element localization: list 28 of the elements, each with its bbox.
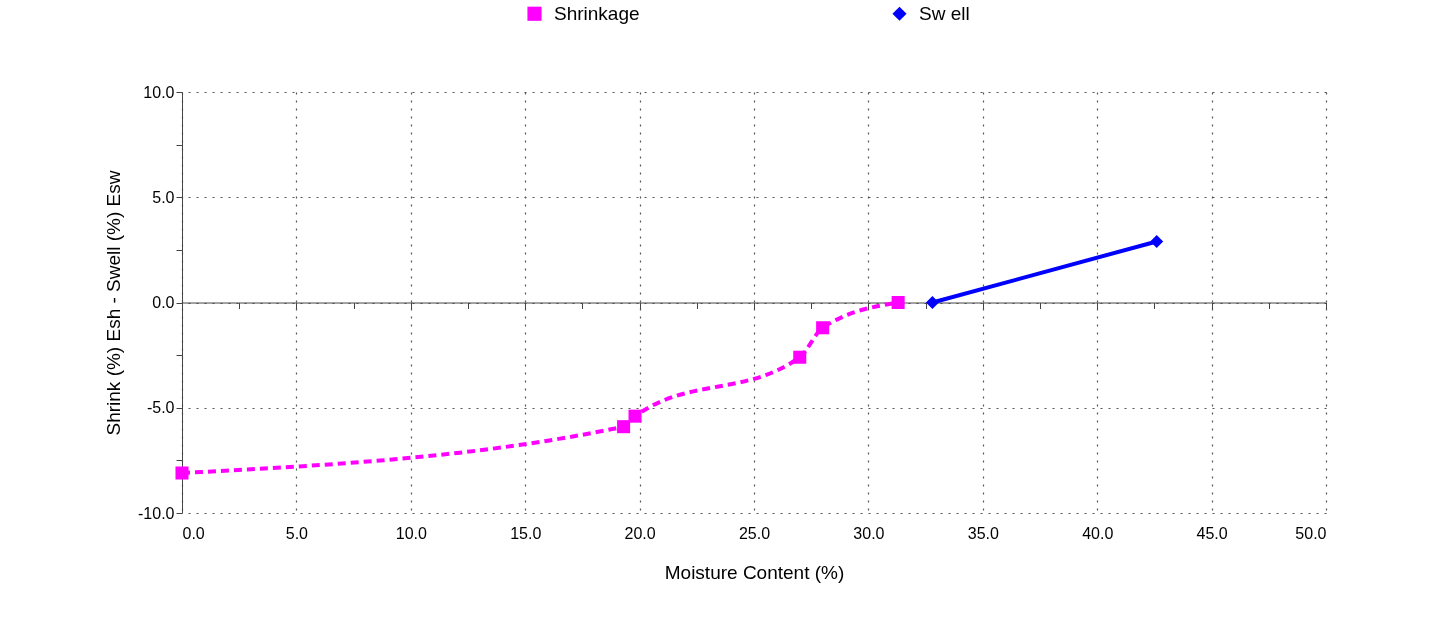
- y-tick-label: -5.0: [146, 399, 175, 417]
- x-tick-label: 5.0: [285, 524, 309, 542]
- x-tick-label: 50.0: [1295, 524, 1327, 542]
- point: [617, 420, 631, 434]
- point: [925, 295, 939, 310]
- y-tick-label: 0.0: [152, 294, 175, 311]
- y-tick-label: 10.0: [143, 83, 175, 101]
- x-tick-label: 0.0: [182, 524, 205, 542]
- point: [175, 466, 189, 480]
- point: [628, 409, 642, 423]
- x-tick-label: 30.0: [853, 524, 885, 542]
- x-tick-label: 40.0: [1082, 524, 1114, 542]
- point: [816, 321, 830, 335]
- x-tick-label: 25.0: [738, 524, 771, 542]
- point: [1150, 234, 1164, 248]
- x-tick-label: 10.0: [395, 524, 427, 542]
- x-tick-label: 35.0: [967, 524, 999, 542]
- y-tick-label: -10.0: [138, 504, 175, 522]
- y-tick-label: 5.0: [152, 188, 175, 206]
- legend-label: Sw ell: [919, 2, 970, 24]
- x-axis-title: Moisture Content (%): [664, 561, 845, 583]
- legend-label: Shrinkage: [554, 2, 640, 24]
- point: [793, 350, 807, 364]
- point: [891, 295, 905, 310]
- y-axis-title: Shrink (%) Esh - Swell (%) Esw: [103, 170, 125, 436]
- x-tick-label: 15.0: [510, 524, 542, 542]
- x-tick-label: 45.0: [1196, 524, 1228, 542]
- x-tick-label: 20.0: [624, 524, 656, 542]
